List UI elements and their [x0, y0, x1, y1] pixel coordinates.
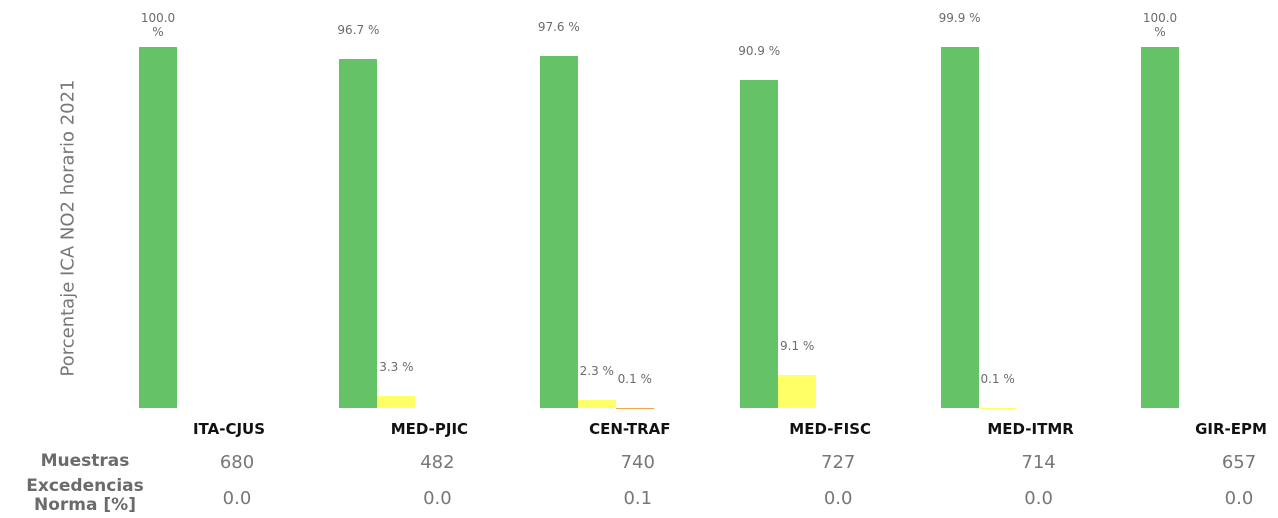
- bar: [940, 47, 979, 408]
- table-cell: 0.0: [222, 488, 252, 509]
- table-cell: 0.0: [823, 488, 853, 509]
- value-label: 100.0 %: [1142, 11, 1178, 39]
- table-cell: 727: [821, 452, 856, 473]
- table-cell: 714: [1021, 452, 1056, 473]
- value-label: 0.1 %: [980, 371, 1015, 386]
- bar: [778, 375, 817, 408]
- bar: [1141, 47, 1179, 408]
- table-cell: 0.0: [423, 488, 452, 509]
- row-label: Excedencias Norma [%]: [26, 476, 144, 515]
- y-axis-label: Porcentaje ICA NO2 horario 2021: [57, 79, 79, 377]
- x-tick-label: ITA-CJUS: [192, 420, 266, 438]
- value-label: 9.1 %: [780, 339, 815, 354]
- value-label: 97.6 %: [537, 19, 580, 34]
- bar: [740, 79, 779, 408]
- value-label: 90.9 %: [738, 43, 781, 58]
- row-label: Muestras: [40, 451, 130, 471]
- value-label: 99.9 %: [938, 11, 981, 26]
- table-cell: 0.0: [1024, 488, 1053, 509]
- x-tick-label: GIR-EPM: [1195, 420, 1267, 438]
- value-label: 3.3 %: [379, 360, 414, 375]
- bar: [339, 58, 378, 408]
- value-label: 0.1 %: [617, 371, 652, 386]
- value-label: 2.3 %: [579, 363, 614, 378]
- bar: [577, 399, 616, 408]
- table-cell: 680: [219, 452, 255, 473]
- bar: [539, 55, 578, 408]
- table-cell: 657: [1221, 452, 1257, 473]
- bar: [139, 47, 177, 408]
- value-label: 100.0 %: [140, 11, 176, 39]
- table-cell: 0.1: [623, 488, 653, 509]
- x-tick-label: MED-FISC: [789, 420, 872, 438]
- table-cell: 740: [620, 452, 655, 473]
- value-label: 96.7 %: [337, 22, 380, 37]
- x-tick-label: MED-ITMR: [987, 420, 1074, 438]
- x-tick-label: CEN-TRAF: [589, 420, 671, 438]
- table-cell: 0.0: [1224, 488, 1254, 509]
- bar: [377, 396, 416, 408]
- table-cell: 482: [420, 452, 455, 473]
- x-tick-label: MED-PJIC: [390, 420, 469, 438]
